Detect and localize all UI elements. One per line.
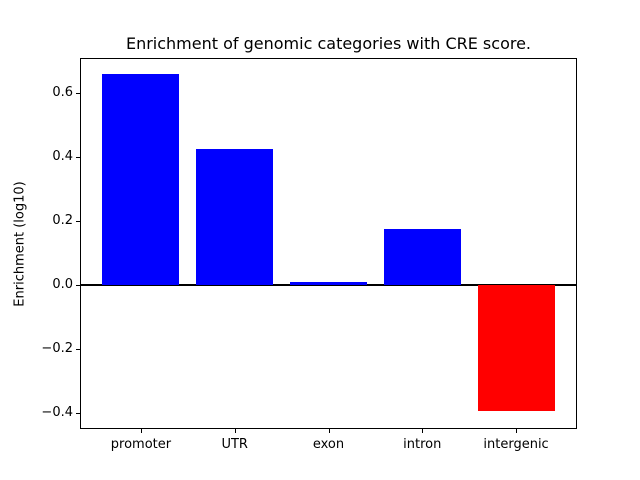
- y-tick-mark: [76, 156, 80, 158]
- bar-exon: [290, 281, 367, 285]
- x-tick-label-UTR: UTR: [221, 437, 248, 452]
- y-axis-label: Enrichment (log10): [12, 181, 28, 307]
- x-tick-mark: [516, 429, 518, 433]
- y-tick-mark: [76, 348, 80, 350]
- x-tick-label-promoter: promoter: [110, 437, 172, 452]
- bar-intron: [383, 228, 461, 285]
- zero-line: [81, 283, 576, 286]
- bar-UTR: [196, 148, 274, 285]
- y-tick-label: 0.2: [52, 212, 73, 228]
- bar-promoter: [102, 73, 180, 285]
- x-tick-label-intergenic: intergenic: [483, 437, 549, 452]
- bar-intergenic: [477, 284, 555, 411]
- y-tick-label: 0.4: [52, 148, 73, 164]
- x-tick-label-intron: intron: [403, 437, 442, 452]
- x-tick-mark: [140, 429, 142, 433]
- y-tick-label: 0.6: [52, 84, 73, 100]
- chart-title: Enrichment of genomic categories with CR…: [125, 34, 532, 53]
- y-tick-mark: [76, 92, 80, 94]
- y-tick-label: 0.0: [52, 276, 73, 292]
- y-tick-mark: [76, 412, 80, 414]
- x-tick-label-exon: exon: [312, 437, 345, 452]
- y-tick-label: −0.4: [41, 404, 73, 420]
- y-tick-mark: [76, 220, 80, 222]
- x-tick-mark: [328, 429, 330, 433]
- x-tick-mark: [422, 429, 424, 433]
- y-tick-mark: [76, 284, 80, 286]
- x-tick-mark: [234, 429, 236, 433]
- y-tick-label: −0.2: [41, 340, 73, 356]
